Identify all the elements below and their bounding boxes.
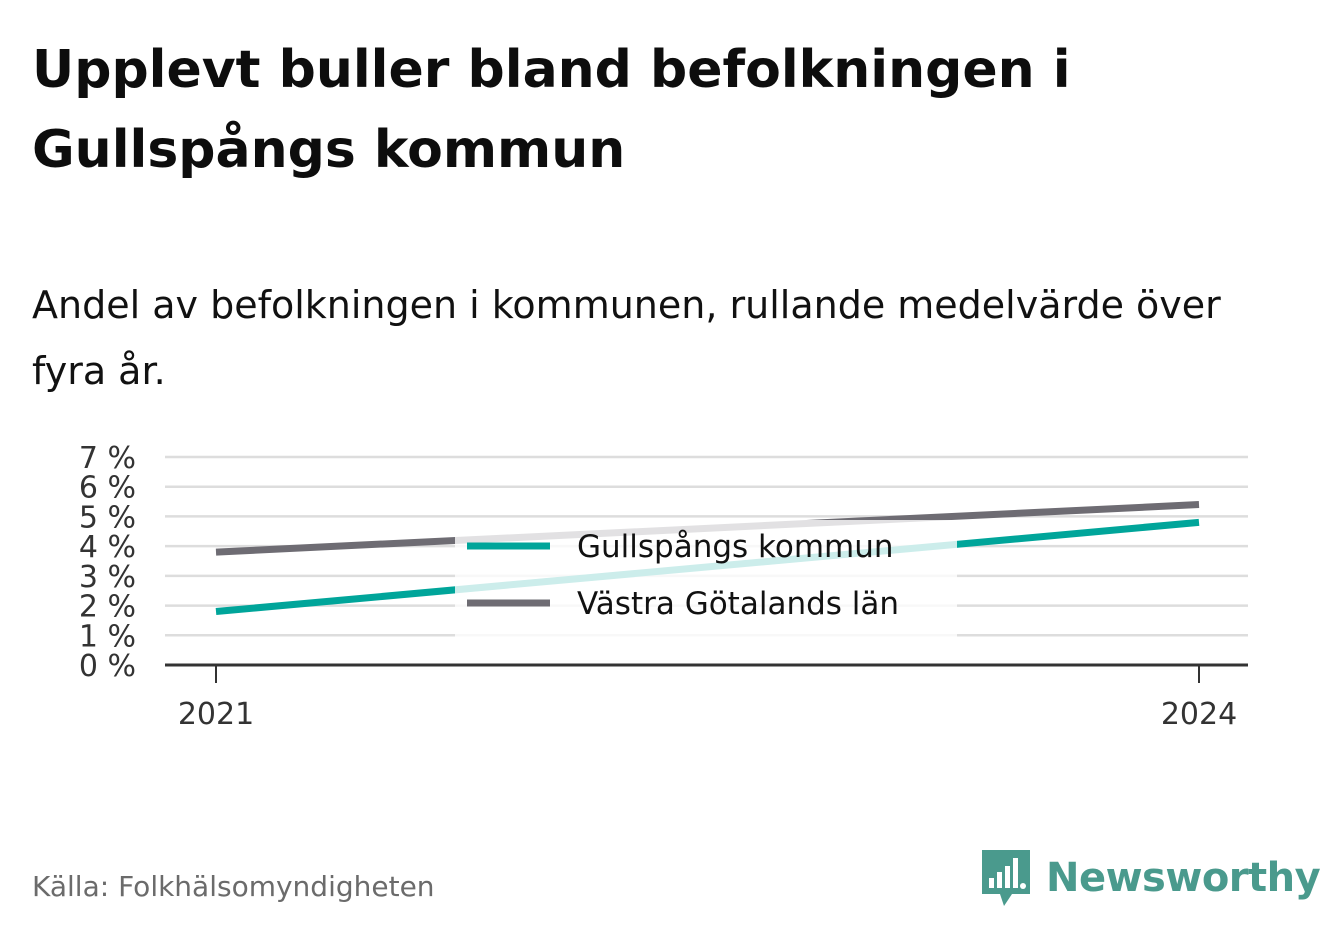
y-tick-label: 1 % [79,619,136,654]
y-tick-label: 4 % [79,530,136,565]
chart-subtitle: Andel av befolkningen i kommunen, rullan… [32,283,1221,393]
logo-text: Newsworthy [1046,855,1321,901]
y-tick-label: 6 % [79,471,136,506]
legend: Gullspångs kommun Västra Götalands län [455,520,957,638]
newsworthy-logo: Newsworthy [980,848,1321,908]
chart-title: Upplevt buller bland befolkningen i Gull… [32,40,1071,180]
legend-label: Gullspångs kommun [577,529,894,565]
y-tick-label: 2 % [79,590,136,625]
legend-label: Västra Götalands län [577,586,899,622]
legend-background [455,520,957,638]
y-tick-label: 7 % [79,441,136,476]
y-tick-label: 3 % [79,560,136,595]
y-tick-label: 5 % [79,500,136,535]
source-note: Källa: Folkhälsomyndigheten [32,870,435,903]
y-axis-labels: 0 %1 %2 %3 %4 %5 %6 %7 % [79,441,136,684]
x-tick-label: 2021 [178,697,254,732]
x-tick-label: 2024 [1161,697,1237,732]
y-tick-label: 0 % [79,649,136,684]
x-axis-ticks: 2021 2024 [178,665,1237,732]
newsworthy-chart-bubble-icon [982,850,1030,906]
